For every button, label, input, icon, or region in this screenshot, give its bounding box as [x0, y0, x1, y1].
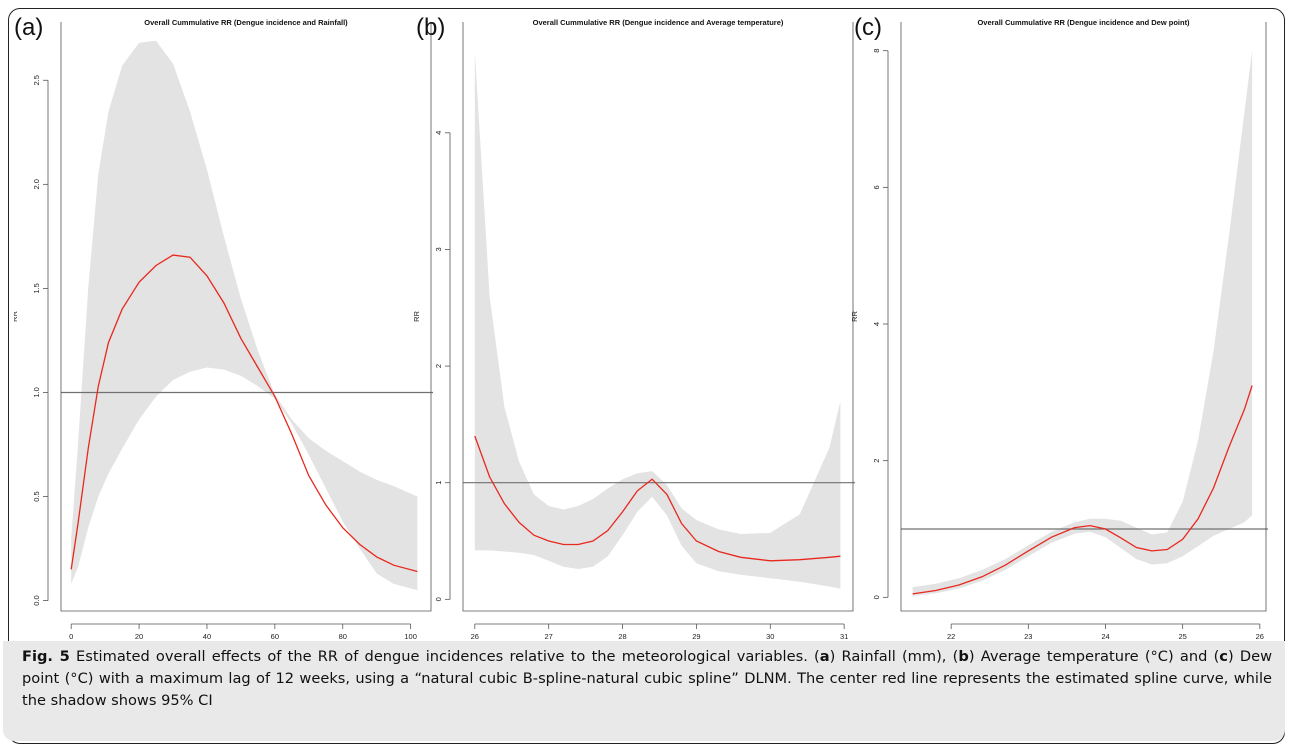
- x-tick-label: 60: [271, 632, 279, 639]
- x-tick-label: 40: [203, 632, 211, 639]
- x-tick-label: 26: [471, 632, 479, 639]
- plot-box: [462, 22, 854, 612]
- caption-a: a: [819, 648, 830, 665]
- caption-c: c: [1219, 648, 1228, 665]
- y-axis-label: RR: [14, 311, 19, 322]
- caption-label: Fig. 5: [22, 648, 70, 665]
- y-axis-label: RR: [850, 311, 859, 322]
- y-tick-label: 2: [434, 364, 443, 368]
- y-tick-label: 2.0: [32, 179, 41, 189]
- rr-curve: [70, 254, 418, 573]
- confidence-band: [912, 50, 1253, 596]
- caption-b: b: [958, 648, 969, 665]
- chart-title: Overall Cummulative RR (Dengue incidence…: [977, 18, 1190, 27]
- caption-a-text: ) Rainfall (mm), (: [829, 648, 959, 665]
- panel-label: (b): [416, 14, 445, 41]
- x-tick-label: 20: [135, 632, 143, 639]
- plot-box: [60, 22, 432, 612]
- y-tick-label: 1.5: [32, 283, 41, 293]
- figure-frame: [8, 8, 1285, 744]
- y-tick-label: 2.5: [32, 75, 41, 85]
- caption-background: [3, 641, 1285, 741]
- confidence-band: [474, 51, 841, 589]
- chart-title: Overall Cummulative RR (Dengue incidence…: [533, 18, 784, 27]
- x-tick-label: 22: [947, 632, 955, 639]
- caption-c-text: ) Dew point (°C) with a maximum lag of 1…: [22, 648, 1272, 709]
- panel-label: (c): [854, 14, 882, 41]
- chart-panel-2: 26272829303101234Average temperature (°C…: [412, 14, 855, 639]
- x-tick-label: 25: [1178, 632, 1186, 639]
- y-tick-label: 0: [872, 595, 881, 599]
- y-tick-label: 1: [434, 481, 443, 485]
- x-tick-label: 27: [545, 632, 553, 639]
- y-tick-label: 3: [434, 247, 443, 251]
- y-tick-label: 1.0: [32, 387, 41, 397]
- confidence-band: [71, 40, 418, 591]
- x-tick-label: 31: [840, 632, 848, 639]
- x-tick-label: 26: [1256, 632, 1264, 639]
- y-tick-label: 2: [872, 459, 881, 463]
- caption-b-text: ) Average temperature (°C) and (: [968, 648, 1220, 665]
- y-tick-label: 0.0: [32, 595, 41, 605]
- figure-caption: Fig. 5 Estimated overall effects of the …: [22, 646, 1272, 712]
- chart-panel-3: 222324252602468Dew point temperature (°C…: [850, 14, 1268, 639]
- y-axis-label: RR: [412, 311, 421, 322]
- x-tick-label: 0: [69, 632, 73, 639]
- y-tick-label: 0.5: [32, 491, 41, 501]
- x-tick-label: 100: [404, 632, 417, 639]
- panel-label: (a): [14, 14, 43, 41]
- chart-title: Overall Cummulative RR (Dengue incidence…: [144, 18, 348, 27]
- rr-curve: [474, 435, 841, 562]
- y-tick-label: 4: [872, 322, 881, 326]
- x-tick-label: 29: [692, 632, 700, 639]
- x-tick-label: 23: [1024, 632, 1032, 639]
- y-tick-label: 4: [434, 131, 443, 135]
- y-tick-label: 0: [434, 597, 443, 601]
- x-tick-label: 24: [1101, 632, 1109, 639]
- x-tick-label: 80: [339, 632, 347, 639]
- y-tick-label: 6: [872, 185, 881, 189]
- caption-text: Estimated overall effects of the RR of d…: [69, 648, 820, 665]
- x-tick-label: 28: [618, 632, 626, 639]
- rr-curve: [912, 385, 1253, 595]
- x-tick-label: 30: [766, 632, 774, 639]
- plot-box: [900, 22, 1267, 612]
- y-tick-label: 8: [872, 49, 881, 53]
